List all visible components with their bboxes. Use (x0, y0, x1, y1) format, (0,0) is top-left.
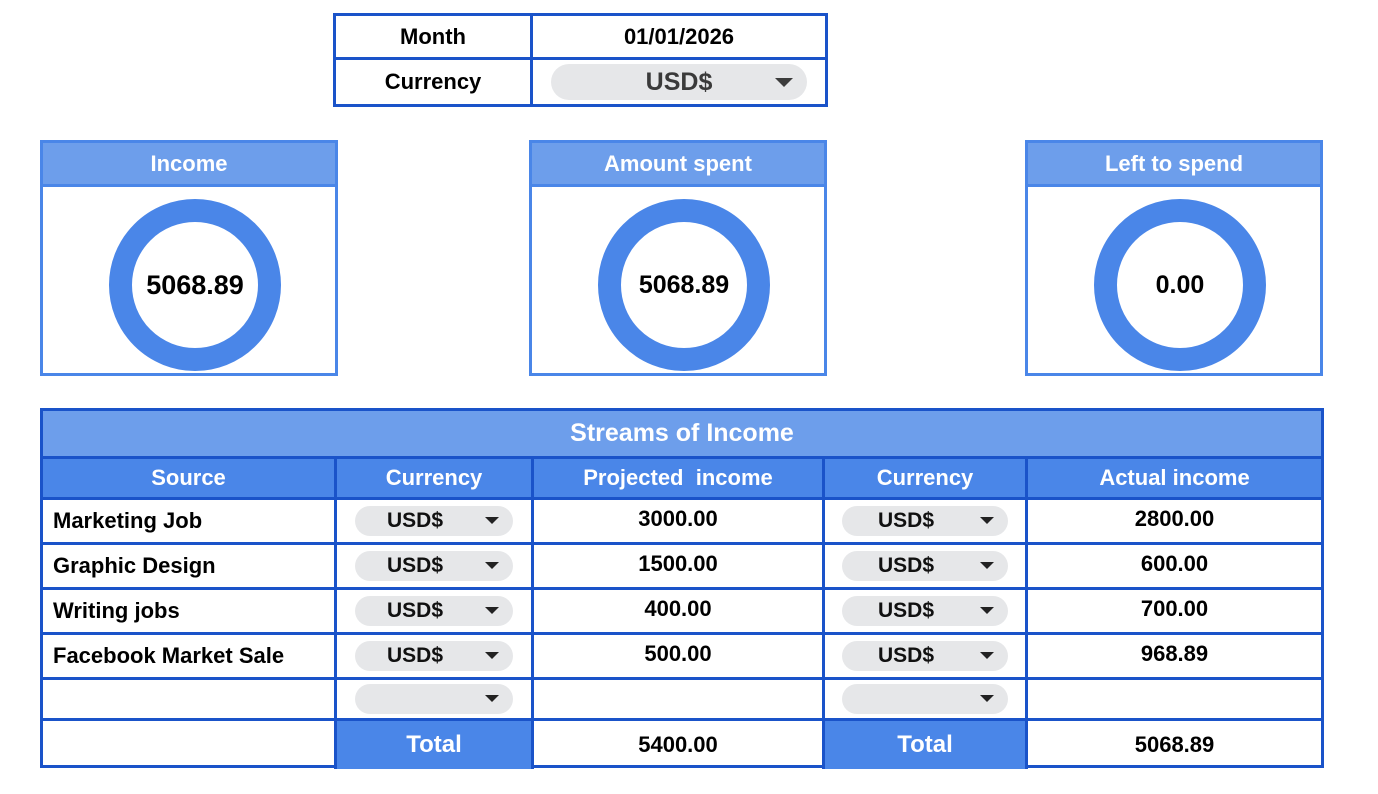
income-card-title: Income (43, 143, 335, 187)
source-cell[interactable]: Writing jobs (43, 590, 337, 632)
amount-spent-ring: 5068.89 (598, 199, 770, 371)
column-header-actual-currency: Currency (825, 459, 1028, 497)
caret-down-icon[interactable] (775, 78, 793, 87)
currency-cell: USD$ (337, 545, 534, 587)
actual-income-cell[interactable]: 968.89 (1140, 641, 1209, 666)
actual-total-value: 5068.89 (1134, 732, 1215, 757)
currency-dropdown[interactable]: USD$ (355, 551, 513, 581)
currency-dropdown-value: USD$ (878, 554, 935, 577)
table-row (43, 680, 1321, 721)
currency-dropdown-value: USD$ (387, 554, 444, 577)
table-row: Facebook Market Sale USD$ 500.00 USD$ 96… (43, 635, 1321, 680)
projected-total-label: Total (337, 721, 534, 769)
caret-down-icon[interactable] (980, 517, 994, 524)
total-row-spacer (43, 721, 337, 769)
caret-down-icon[interactable] (980, 607, 994, 614)
currency-dropdown-value: USD$ (878, 644, 935, 667)
table-row: Graphic Design USD$ 1500.00 USD$ 600.00 (43, 545, 1321, 590)
currency-dropdown[interactable]: USD$ (551, 64, 807, 100)
actual-income-cell[interactable]: 2800.00 (1134, 506, 1215, 531)
source-cell[interactable]: Facebook Market Sale (43, 635, 337, 677)
currency-cell (825, 680, 1028, 718)
caret-down-icon[interactable] (485, 652, 499, 659)
currency-dropdown[interactable]: USD$ (842, 506, 1008, 536)
currency-dropdown[interactable]: USD$ (842, 551, 1008, 581)
currency-dropdown-value: USD$ (387, 644, 444, 667)
table-title: Streams of Income (43, 411, 1321, 459)
amount-spent-card-title: Amount spent (532, 143, 824, 187)
currency-cell: USD$ (533, 60, 825, 104)
projected-income-cell[interactable] (534, 680, 825, 718)
currency-label: Currency (336, 60, 533, 104)
caret-down-icon[interactable] (980, 695, 994, 702)
income-ring: 5068.89 (109, 199, 281, 371)
projected-income-cell[interactable]: 3000.00 (534, 500, 825, 542)
currency-cell: USD$ (337, 500, 534, 542)
actual-income-cell[interactable]: 700.00 (1140, 596, 1209, 621)
table-row: Writing jobs USD$ 400.00 USD$ 700.00 (43, 590, 1321, 635)
caret-down-icon[interactable] (980, 562, 994, 569)
currency-cell: USD$ (825, 590, 1028, 632)
left-to-spend-card-title: Left to spend (1028, 143, 1320, 187)
actual-total-label: Total (825, 721, 1028, 769)
amount-spent-card: Amount spent 5068.89 (529, 140, 827, 376)
column-header-source: Source (43, 459, 337, 497)
currency-dropdown[interactable] (842, 684, 1008, 714)
currency-cell (337, 680, 534, 718)
currency-cell: USD$ (825, 635, 1028, 677)
income-value: 5068.89 (146, 269, 244, 300)
currency-cell: USD$ (337, 635, 534, 677)
left-to-spend-value: 0.00 (1155, 270, 1205, 299)
projected-total-value: 5400.00 (534, 721, 825, 769)
table-row: Marketing Job USD$ 3000.00 USD$ 2800.00 (43, 500, 1321, 545)
caret-down-icon[interactable] (485, 562, 499, 569)
left-to-spend-card: Left to spend 0.00 (1025, 140, 1323, 376)
amount-spent-value: 5068.89 (638, 270, 730, 299)
currency-dropdown-value: USD$ (878, 599, 935, 622)
currency-cell: USD$ (825, 545, 1028, 587)
currency-dropdown[interactable]: USD$ (355, 596, 513, 626)
caret-down-icon[interactable] (485, 695, 499, 702)
month-label: Month (336, 16, 533, 60)
actual-income-cell[interactable]: 600.00 (1140, 551, 1209, 576)
source-cell[interactable]: Graphic Design (43, 545, 337, 587)
projected-income-cell[interactable]: 500.00 (534, 635, 825, 677)
left-to-spend-ring: 0.00 (1094, 199, 1266, 371)
currency-dropdown-value: USD$ (645, 67, 713, 96)
currency-dropdown[interactable] (355, 684, 513, 714)
total-row: Total 5400.00 Total 5068.89 (43, 721, 1321, 769)
source-cell[interactable] (43, 680, 337, 718)
currency-dropdown-value: USD$ (878, 509, 935, 532)
source-cell[interactable]: Marketing Job (43, 500, 337, 542)
streams-of-income-table: Streams of Income Source Currency Projec… (40, 408, 1324, 769)
actual-income-cell[interactable] (1028, 680, 1321, 718)
caret-down-icon[interactable] (485, 517, 499, 524)
currency-dropdown[interactable]: USD$ (842, 596, 1008, 626)
currency-dropdown-value: USD$ (387, 509, 444, 532)
column-header-actual-income: Actual income (1099, 465, 1250, 490)
currency-dropdown[interactable]: USD$ (355, 641, 513, 671)
caret-down-icon[interactable] (980, 652, 994, 659)
month-currency-panel: Month 01/01/2026 Currency USD$ (333, 13, 828, 107)
month-field[interactable]: 01/01/2026 (533, 16, 825, 60)
caret-down-icon[interactable] (485, 607, 499, 614)
currency-cell: USD$ (825, 500, 1028, 542)
currency-dropdown-value: USD$ (387, 599, 444, 622)
column-header-projected-income: Projected income (534, 459, 825, 497)
currency-cell: USD$ (337, 590, 534, 632)
column-header-projected-currency: Currency (337, 459, 534, 497)
projected-income-cell[interactable]: 400.00 (534, 590, 825, 632)
income-card: Income 5068.89 (40, 140, 338, 376)
currency-dropdown[interactable]: USD$ (842, 641, 1008, 671)
projected-income-cell[interactable]: 1500.00 (534, 545, 825, 587)
currency-dropdown[interactable]: USD$ (355, 506, 513, 536)
table-header-row: Source Currency Projected income Currenc… (43, 459, 1321, 500)
